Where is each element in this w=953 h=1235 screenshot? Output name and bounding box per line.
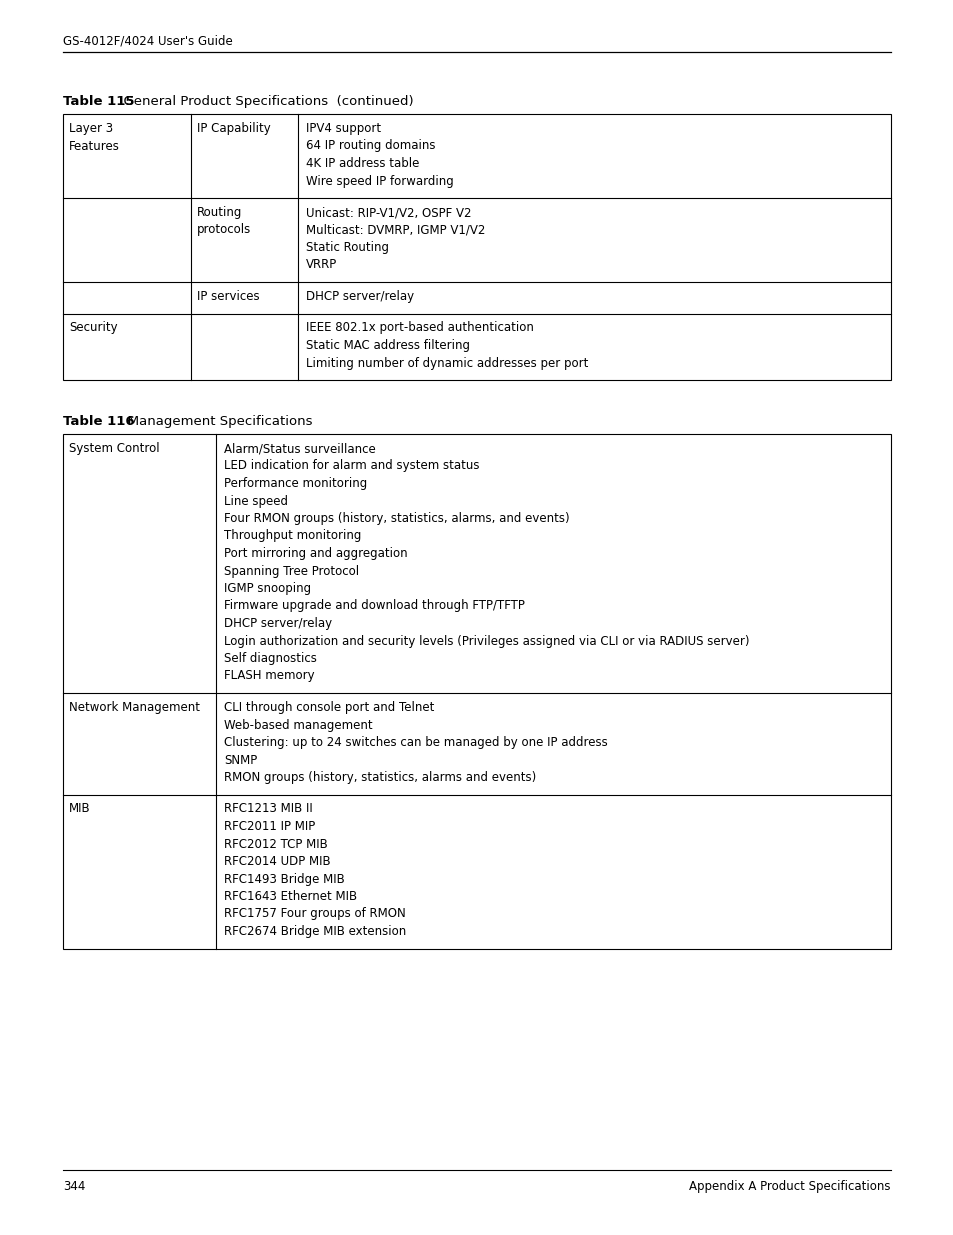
Text: SNMP: SNMP [224, 753, 257, 767]
Text: Table 116: Table 116 [63, 415, 134, 429]
Text: RFC1213 MIB II: RFC1213 MIB II [224, 803, 313, 815]
Text: Login authorization and security levels (Privileges assigned via CLI or via RADI: Login authorization and security levels … [224, 635, 749, 647]
Text: Routing: Routing [196, 206, 242, 219]
Bar [63, 114, 890, 380]
Text: IEEE 802.1x port-based authentication: IEEE 802.1x port-based authentication [306, 321, 534, 335]
Text: protocols: protocols [196, 224, 251, 236]
Text: DHCP server/relay: DHCP server/relay [306, 290, 414, 303]
Text: Alarm/Status surveillance: Alarm/Status surveillance [224, 442, 375, 454]
Text: GS-4012F/4024 User's Guide: GS-4012F/4024 User's Guide [63, 35, 233, 47]
Text: Spanning Tree Protocol: Spanning Tree Protocol [224, 564, 358, 578]
Text: 4K IP address table: 4K IP address table [306, 157, 419, 170]
Text: Security: Security [69, 321, 117, 335]
Text: IP Capability: IP Capability [196, 122, 271, 135]
Text: LED indication for alarm and system status: LED indication for alarm and system stat… [224, 459, 479, 473]
Text: Four RMON groups (history, statistics, alarms, and events): Four RMON groups (history, statistics, a… [224, 513, 569, 525]
Text: Management Specifications: Management Specifications [115, 415, 313, 429]
Text: Clustering: up to 24 switches can be managed by one IP address: Clustering: up to 24 switches can be man… [224, 736, 607, 748]
Text: Limiting number of dynamic addresses per port: Limiting number of dynamic addresses per… [306, 357, 588, 369]
Text: IGMP snooping: IGMP snooping [224, 582, 311, 595]
Text: System Control: System Control [69, 442, 159, 454]
Text: Table 115: Table 115 [63, 95, 134, 107]
Text: Performance monitoring: Performance monitoring [224, 477, 367, 490]
Text: RFC2012 TCP MIB: RFC2012 TCP MIB [224, 837, 328, 851]
Text: Static MAC address filtering: Static MAC address filtering [306, 338, 470, 352]
Text: IPV4 support: IPV4 support [306, 122, 381, 135]
Text: 344: 344 [63, 1179, 85, 1193]
Text: Firmware upgrade and download through FTP/TFTP: Firmware upgrade and download through FT… [224, 599, 524, 613]
Text: DHCP server/relay: DHCP server/relay [224, 618, 332, 630]
Text: Self diagnostics: Self diagnostics [224, 652, 316, 664]
Text: CLI through console port and Telnet: CLI through console port and Telnet [224, 701, 434, 714]
Text: RFC2011 IP MIP: RFC2011 IP MIP [224, 820, 314, 832]
Text: MIB: MIB [69, 803, 91, 815]
Text: RFC2014 UDP MIB: RFC2014 UDP MIB [224, 855, 331, 868]
Text: Wire speed IP forwarding: Wire speed IP forwarding [306, 174, 454, 188]
Text: Static Routing: Static Routing [306, 241, 389, 254]
Text: FLASH memory: FLASH memory [224, 669, 314, 683]
Text: Multicast: DVMRP, IGMP V1/V2: Multicast: DVMRP, IGMP V1/V2 [306, 224, 485, 236]
Text: RFC1493 Bridge MIB: RFC1493 Bridge MIB [224, 872, 344, 885]
Text: VRRP: VRRP [306, 258, 337, 272]
Text: Network Management: Network Management [69, 701, 200, 714]
Text: Appendix A Product Specifications: Appendix A Product Specifications [689, 1179, 890, 1193]
Text: 64 IP routing domains: 64 IP routing domains [306, 140, 435, 152]
Text: RMON groups (history, statistics, alarms and events): RMON groups (history, statistics, alarms… [224, 771, 536, 784]
Text: RFC1643 Ethernet MIB: RFC1643 Ethernet MIB [224, 890, 356, 903]
Text: General Product Specifications  (continued): General Product Specifications (continue… [115, 95, 414, 107]
Text: IP services: IP services [196, 290, 259, 303]
Text: Port mirroring and aggregation: Port mirroring and aggregation [224, 547, 407, 559]
Text: Unicast: RIP-V1/V2, OSPF V2: Unicast: RIP-V1/V2, OSPF V2 [306, 206, 471, 219]
Text: Line speed: Line speed [224, 494, 288, 508]
Text: Throughput monitoring: Throughput monitoring [224, 530, 361, 542]
Text: RFC1757 Four groups of RMON: RFC1757 Four groups of RMON [224, 908, 405, 920]
Text: RFC2674 Bridge MIB extension: RFC2674 Bridge MIB extension [224, 925, 406, 939]
Text: Features: Features [69, 140, 120, 152]
Text: Layer 3: Layer 3 [69, 122, 113, 135]
Bar [63, 433, 890, 948]
Text: Web-based management: Web-based management [224, 719, 373, 731]
